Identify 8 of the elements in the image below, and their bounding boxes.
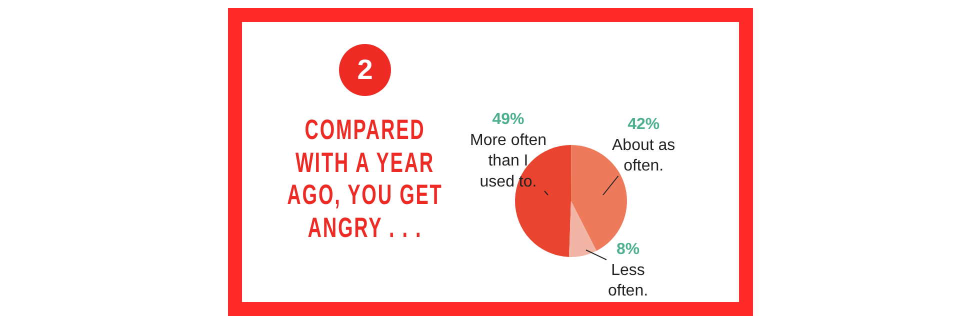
data-label: 8%	[616, 241, 640, 258]
data-label: 49%	[492, 111, 524, 128]
pie-slice	[569, 201, 597, 257]
slice-label: About as often.	[612, 136, 676, 175]
slice-label: More often than I used to.	[470, 132, 546, 190]
data-label: 42%	[628, 116, 660, 133]
slice-label: Less often.	[608, 262, 648, 300]
text: COMPARED WITH A YEAR AGO, YOU GET ANGRY . . .	[286, 114, 444, 244]
